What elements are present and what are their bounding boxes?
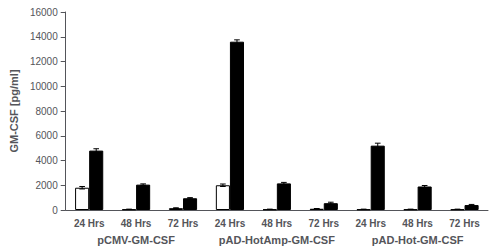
svg-text:72 Hrs: 72 Hrs [449,218,480,229]
svg-text:16000: 16000 [30,7,58,18]
svg-text:pAD-Hot-GM-CSF: pAD-Hot-GM-CSF [372,234,464,246]
svg-text:24 Hrs: 24 Hrs [215,218,246,229]
svg-text:0: 0 [52,205,58,216]
svg-text:8000: 8000 [35,106,58,117]
svg-text:10000: 10000 [30,81,58,92]
svg-text:24 Hrs: 24 Hrs [355,218,386,229]
svg-text:GM-CSF [pg/ml]: GM-CSF [pg/ml] [8,69,20,152]
svg-text:48 Hrs: 48 Hrs [262,218,293,229]
svg-text:14000: 14000 [30,31,58,42]
svg-text:72 Hrs: 72 Hrs [308,218,339,229]
svg-text:48 Hrs: 48 Hrs [402,218,433,229]
svg-text:pCMV-GM-CSF: pCMV-GM-CSF [97,234,175,246]
svg-text:pAD-HotAmp-GM-CSF: pAD-HotAmp-GM-CSF [219,234,335,246]
svg-text:4000: 4000 [35,155,58,166]
svg-text:24 Hrs: 24 Hrs [74,218,105,229]
svg-text:6000: 6000 [35,130,58,141]
svg-text:48 Hrs: 48 Hrs [121,218,152,229]
svg-text:72 Hrs: 72 Hrs [168,218,199,229]
svg-text:12000: 12000 [30,56,58,67]
svg-text:2000: 2000 [35,180,58,191]
